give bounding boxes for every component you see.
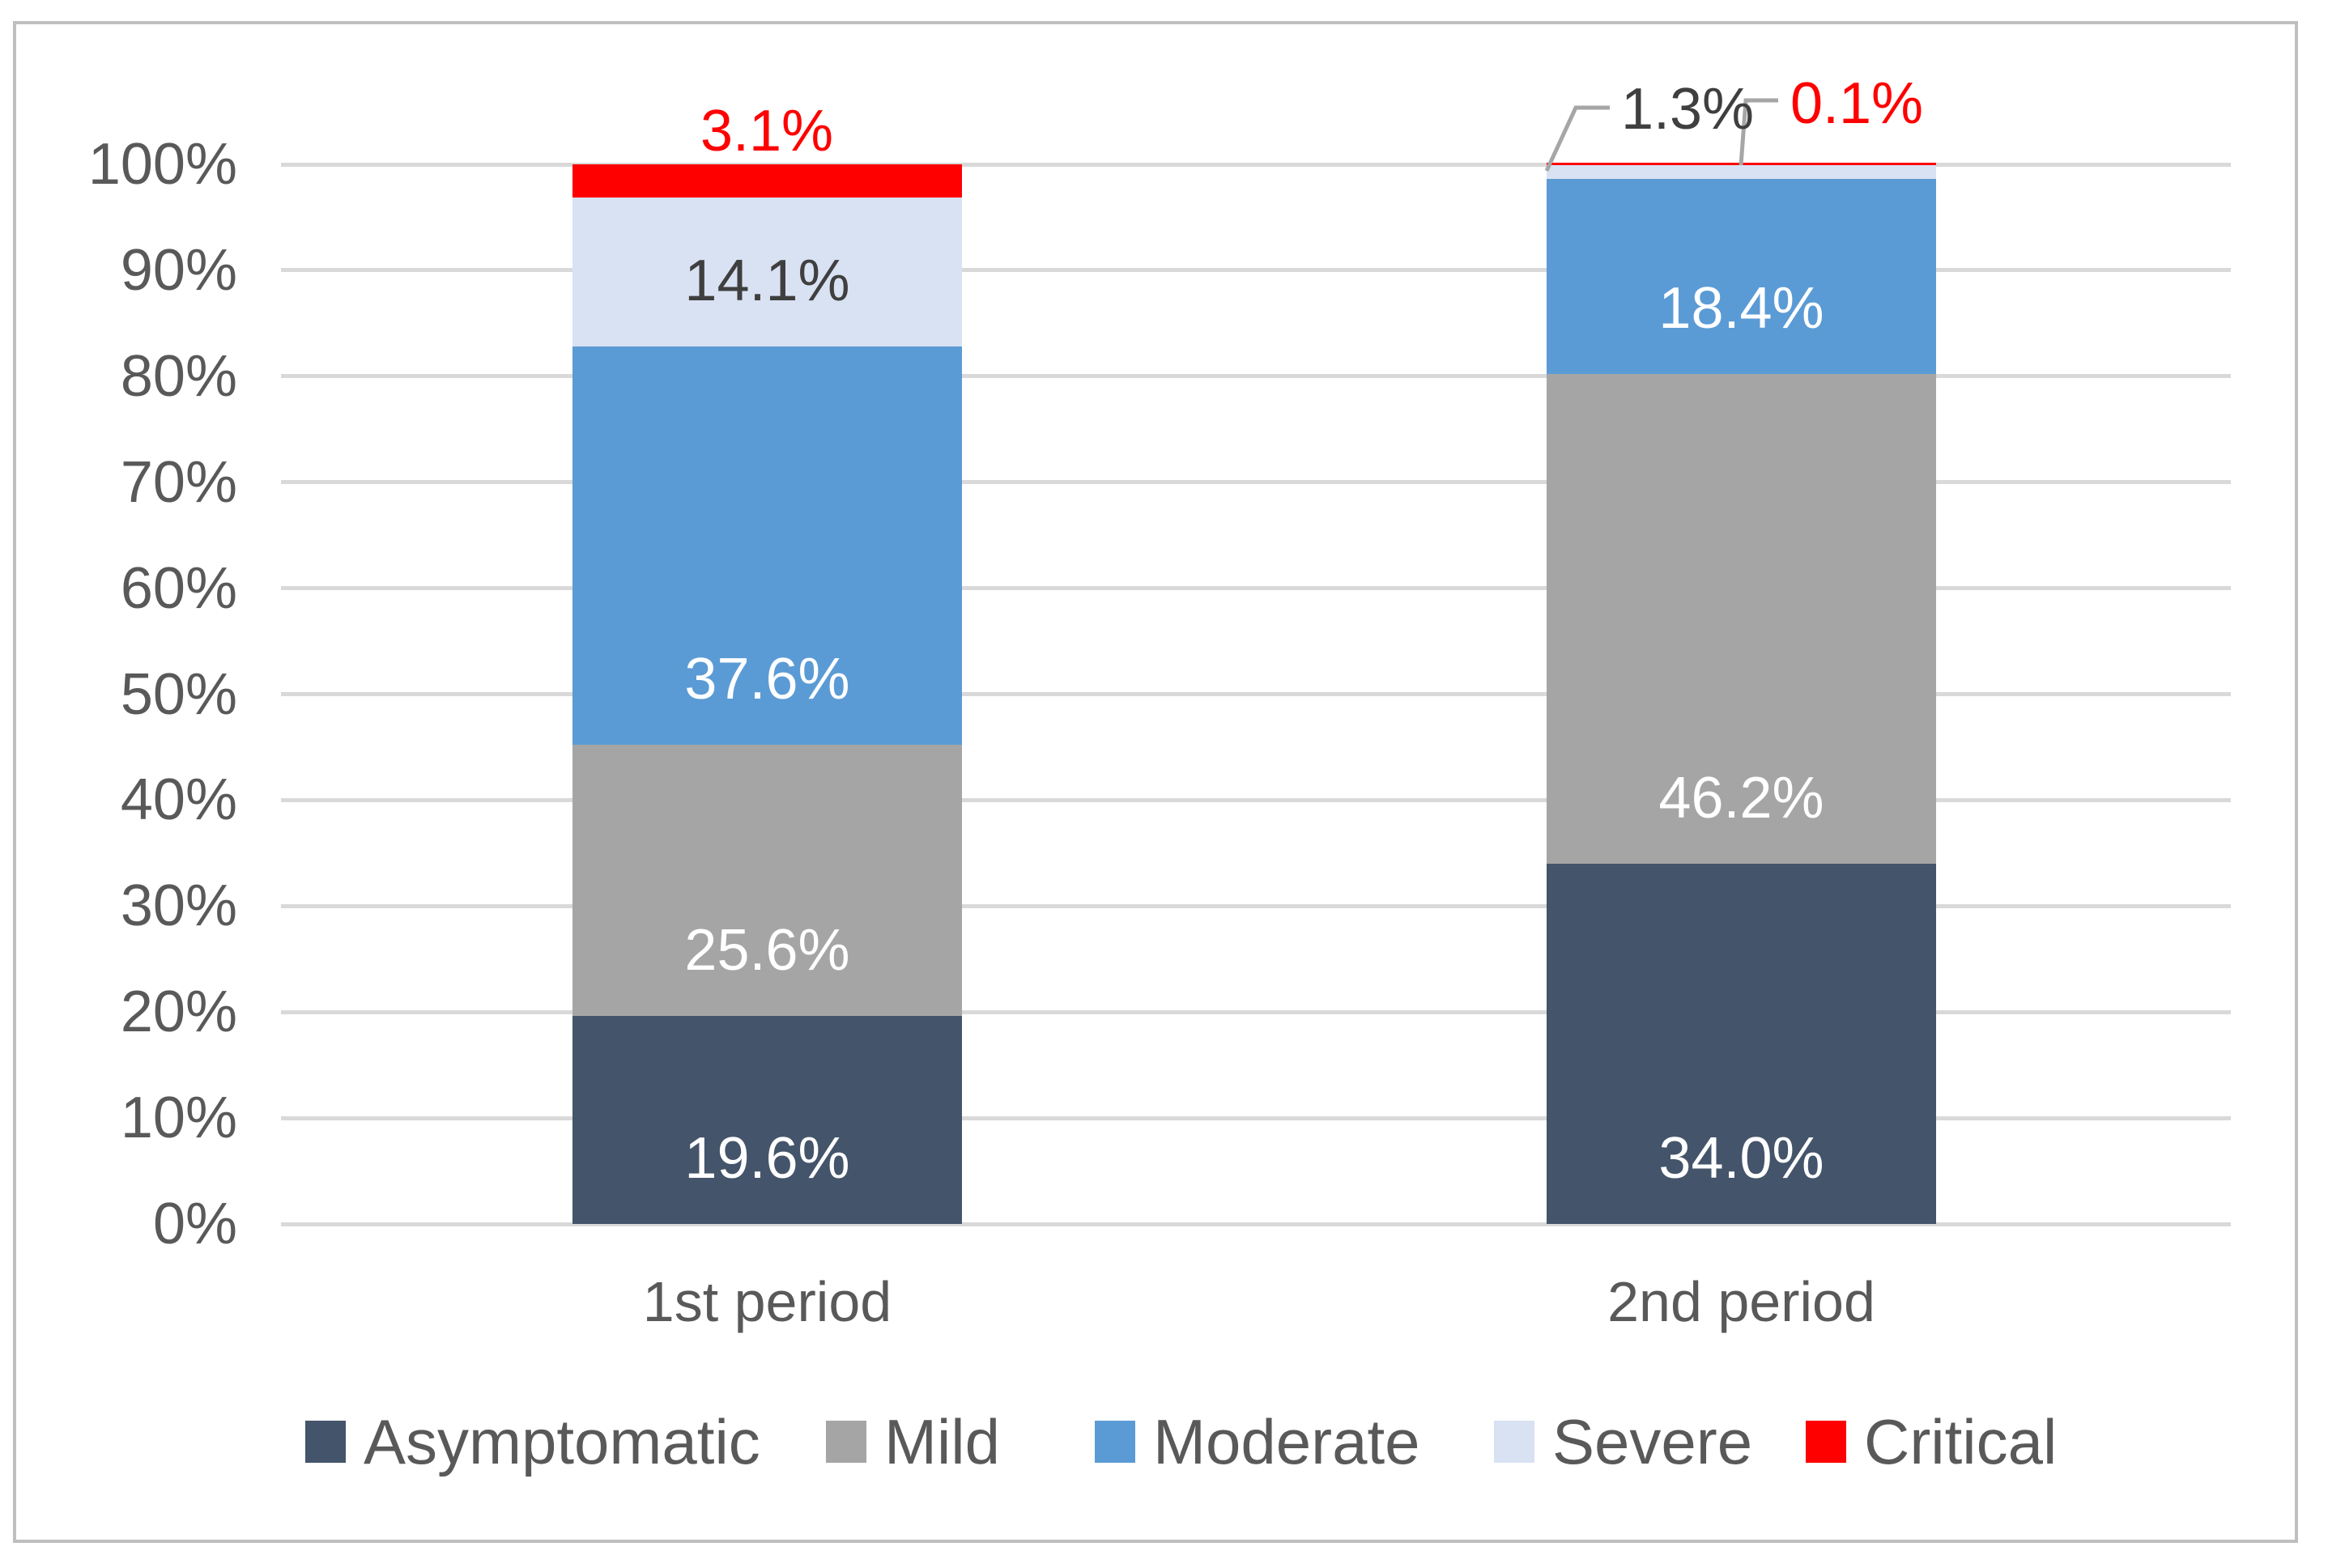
legend-swatch-critical [1806,1421,1846,1463]
y-axis-tick-label: 40% [120,767,237,833]
data-label: 25.6% [684,918,850,984]
y-axis-tick-label: 70% [120,449,237,515]
legend-label-mild: Mild [884,1406,1001,1477]
y-axis-tick-label: 30% [120,873,237,939]
legend-swatch-asymptomatic [305,1421,346,1463]
y-axis-tick-label: 50% [120,661,237,727]
y-axis-tick-label: 80% [120,343,237,409]
legend-label-asymptomatic: Asymptomatic [364,1406,760,1477]
bar-segment-mild [572,745,962,1017]
bar-segment-critical [1547,163,1936,166]
bar-segment-asymptomatic [572,1016,962,1224]
data-label: 19.6% [684,1126,850,1191]
gridline [281,586,2231,591]
bar-segment-moderate [1547,179,1936,375]
bar-segment-mild [1547,374,1936,864]
gridline [281,162,2231,167]
gridline [281,797,2231,802]
legend-swatch-severe [1494,1421,1534,1463]
data-label: 46.2% [1658,765,1824,831]
callout-label: 0.1% [1790,71,1924,136]
gridline [281,480,2231,485]
category-label: 1st period [642,1270,892,1333]
gridline [281,268,2231,273]
legend-label-severe: Severe [1552,1406,1753,1477]
data-label: 14.1% [684,249,850,314]
gridline [281,692,2231,696]
y-axis-tick-label: 20% [120,979,237,1045]
callout-label: 1.3% [1620,77,1755,142]
legend-swatch-moderate [1095,1421,1135,1463]
legend-label-moderate: Moderate [1153,1406,1420,1477]
gridline [281,1222,2231,1226]
gridline [281,1009,2231,1014]
bar-segment-critical [572,164,962,198]
data-label: 37.6% [684,647,850,712]
y-axis-tick-label: 100% [87,132,237,197]
bar-segment-severe [1547,165,1936,180]
data-label: 34.0% [1658,1126,1824,1191]
callout-label: 3.1% [700,99,834,164]
legend-label-critical: Critical [1864,1406,2058,1477]
legend-swatch-mild [826,1421,866,1463]
y-axis-tick-label: 0% [152,1192,237,1256]
bar-segment-asymptomatic [1547,863,1936,1224]
chart-frame-border [13,21,2298,1543]
y-axis-tick-label: 10% [120,1086,237,1151]
gridline [281,1115,2231,1120]
gridline [281,374,2231,379]
bar-segment-severe [572,197,962,347]
gridline [281,903,2231,908]
y-axis-tick-label: 90% [120,237,237,303]
y-axis-tick-label: 60% [120,555,237,621]
bar-segment-moderate [572,346,962,746]
category-label: 2nd period [1607,1270,1875,1333]
data-label: 18.4% [1658,276,1824,342]
